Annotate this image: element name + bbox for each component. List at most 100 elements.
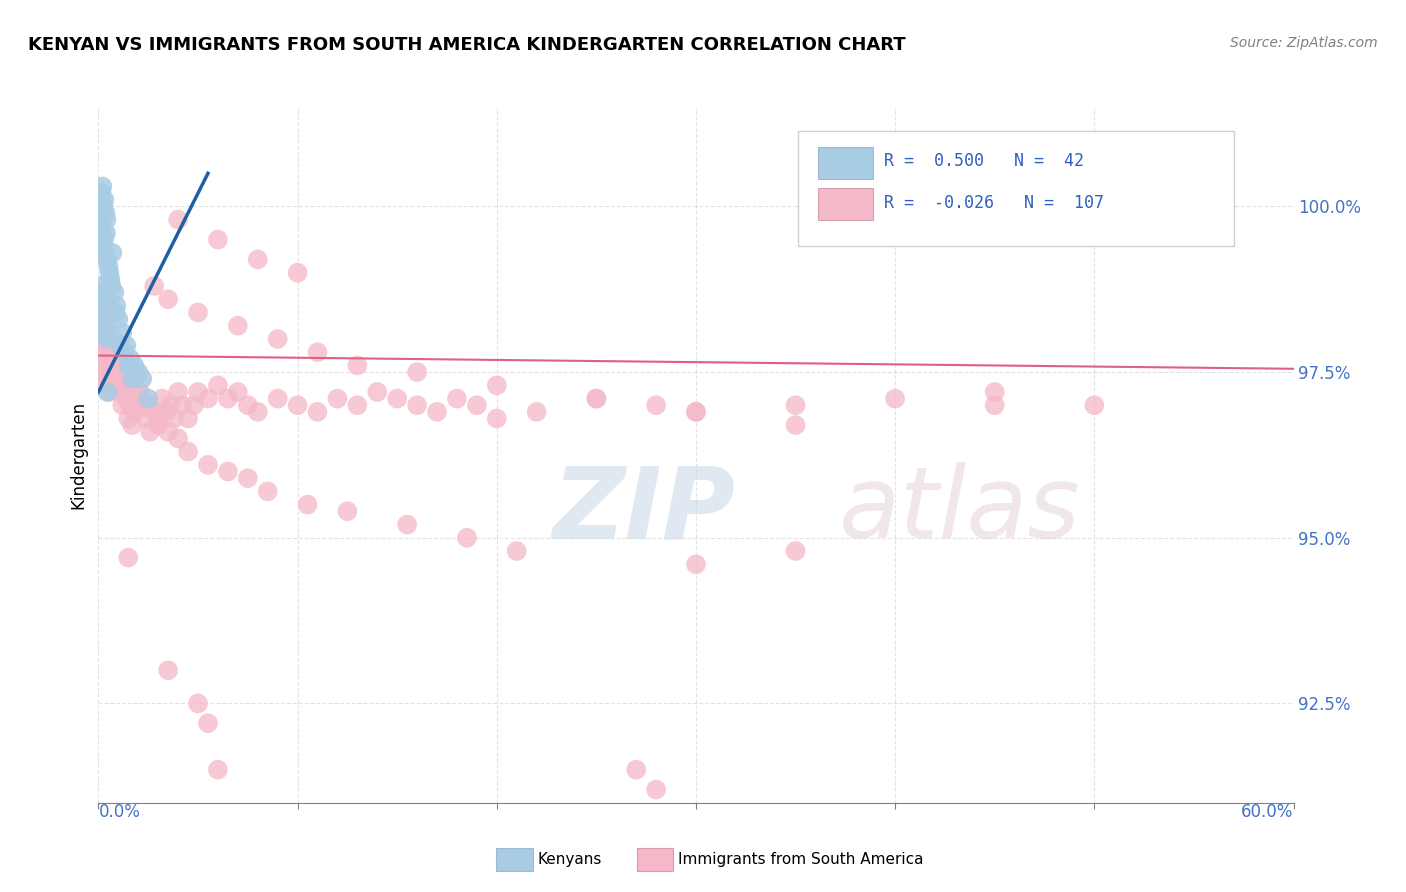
- Point: [197, 392, 219, 406]
- Point: [307, 405, 329, 419]
- Point: [685, 558, 707, 572]
- Point: [98, 345, 122, 359]
- Point: [94, 292, 117, 306]
- Point: [103, 285, 125, 300]
- Point: [98, 272, 122, 286]
- Point: [112, 351, 135, 366]
- Point: [183, 398, 205, 412]
- Point: [446, 392, 468, 406]
- Point: [112, 345, 135, 359]
- Point: [100, 279, 122, 293]
- Point: [645, 398, 668, 412]
- Point: [177, 444, 200, 458]
- Point: [112, 378, 135, 392]
- Point: [91, 365, 114, 379]
- Point: [124, 372, 146, 386]
- Point: [96, 332, 118, 346]
- Point: [96, 212, 118, 227]
- Point: [97, 299, 120, 313]
- Point: [163, 411, 186, 425]
- Point: [121, 418, 143, 433]
- Point: [148, 418, 170, 433]
- Point: [256, 484, 278, 499]
- Point: [307, 345, 329, 359]
- Point: [117, 411, 139, 425]
- Point: [131, 372, 153, 386]
- Text: 60.0%: 60.0%: [1241, 803, 1294, 821]
- Point: [94, 312, 117, 326]
- Text: KENYAN VS IMMIGRANTS FROM SOUTH AMERICA KINDERGARTEN CORRELATION CHART: KENYAN VS IMMIGRANTS FROM SOUTH AMERICA …: [28, 36, 905, 54]
- Point: [297, 498, 319, 512]
- Point: [526, 405, 548, 419]
- Point: [177, 411, 200, 425]
- Point: [93, 332, 115, 346]
- Point: [148, 411, 170, 425]
- Point: [110, 384, 132, 399]
- Point: [90, 279, 112, 293]
- Point: [157, 663, 180, 677]
- Point: [90, 318, 112, 333]
- Point: [785, 544, 807, 558]
- Point: [103, 378, 125, 392]
- Point: [107, 312, 129, 326]
- Point: [115, 392, 138, 406]
- Point: [93, 233, 115, 247]
- Point: [984, 398, 1007, 412]
- Point: [246, 405, 269, 419]
- Point: [93, 326, 115, 340]
- Point: [124, 359, 146, 373]
- Point: [129, 384, 152, 399]
- Point: [187, 305, 209, 319]
- Point: [117, 359, 139, 373]
- Point: [585, 392, 607, 406]
- Point: [172, 398, 194, 412]
- Point: [91, 305, 114, 319]
- Point: [167, 212, 190, 227]
- Point: [336, 504, 359, 518]
- Point: [101, 245, 124, 260]
- Point: [685, 405, 707, 419]
- Point: [884, 392, 907, 406]
- Point: [120, 398, 142, 412]
- Point: [506, 544, 529, 558]
- Point: [125, 392, 148, 406]
- Text: atlas: atlas: [839, 462, 1081, 559]
- Point: [685, 405, 707, 419]
- Point: [157, 425, 180, 439]
- Point: [406, 365, 429, 379]
- Text: 0.0%: 0.0%: [98, 803, 141, 821]
- Point: [226, 384, 249, 399]
- Point: [267, 392, 290, 406]
- Text: R =  0.500   N =  42: R = 0.500 N = 42: [883, 153, 1084, 170]
- Text: Immigrants from South America: Immigrants from South America: [678, 853, 924, 867]
- Point: [94, 226, 117, 240]
- Point: [139, 425, 162, 439]
- Point: [236, 398, 259, 412]
- Point: [105, 345, 128, 359]
- Point: [91, 179, 114, 194]
- Point: [207, 233, 229, 247]
- Point: [187, 697, 209, 711]
- Point: [96, 384, 118, 399]
- Point: [236, 471, 259, 485]
- Point: [103, 332, 125, 346]
- Point: [117, 365, 139, 379]
- Point: [465, 398, 488, 412]
- Point: [97, 259, 120, 273]
- Point: [246, 252, 269, 267]
- Point: [385, 392, 409, 406]
- FancyBboxPatch shape: [818, 188, 873, 220]
- Point: [585, 392, 607, 406]
- Point: [197, 458, 219, 472]
- Point: [91, 219, 114, 234]
- Point: [1083, 398, 1105, 412]
- Point: [136, 398, 159, 412]
- Point: [485, 378, 508, 392]
- Point: [143, 405, 166, 419]
- Point: [91, 239, 114, 253]
- Point: [105, 359, 128, 373]
- Point: [89, 345, 111, 359]
- FancyBboxPatch shape: [797, 131, 1234, 246]
- Point: [485, 411, 508, 425]
- Point: [120, 351, 142, 366]
